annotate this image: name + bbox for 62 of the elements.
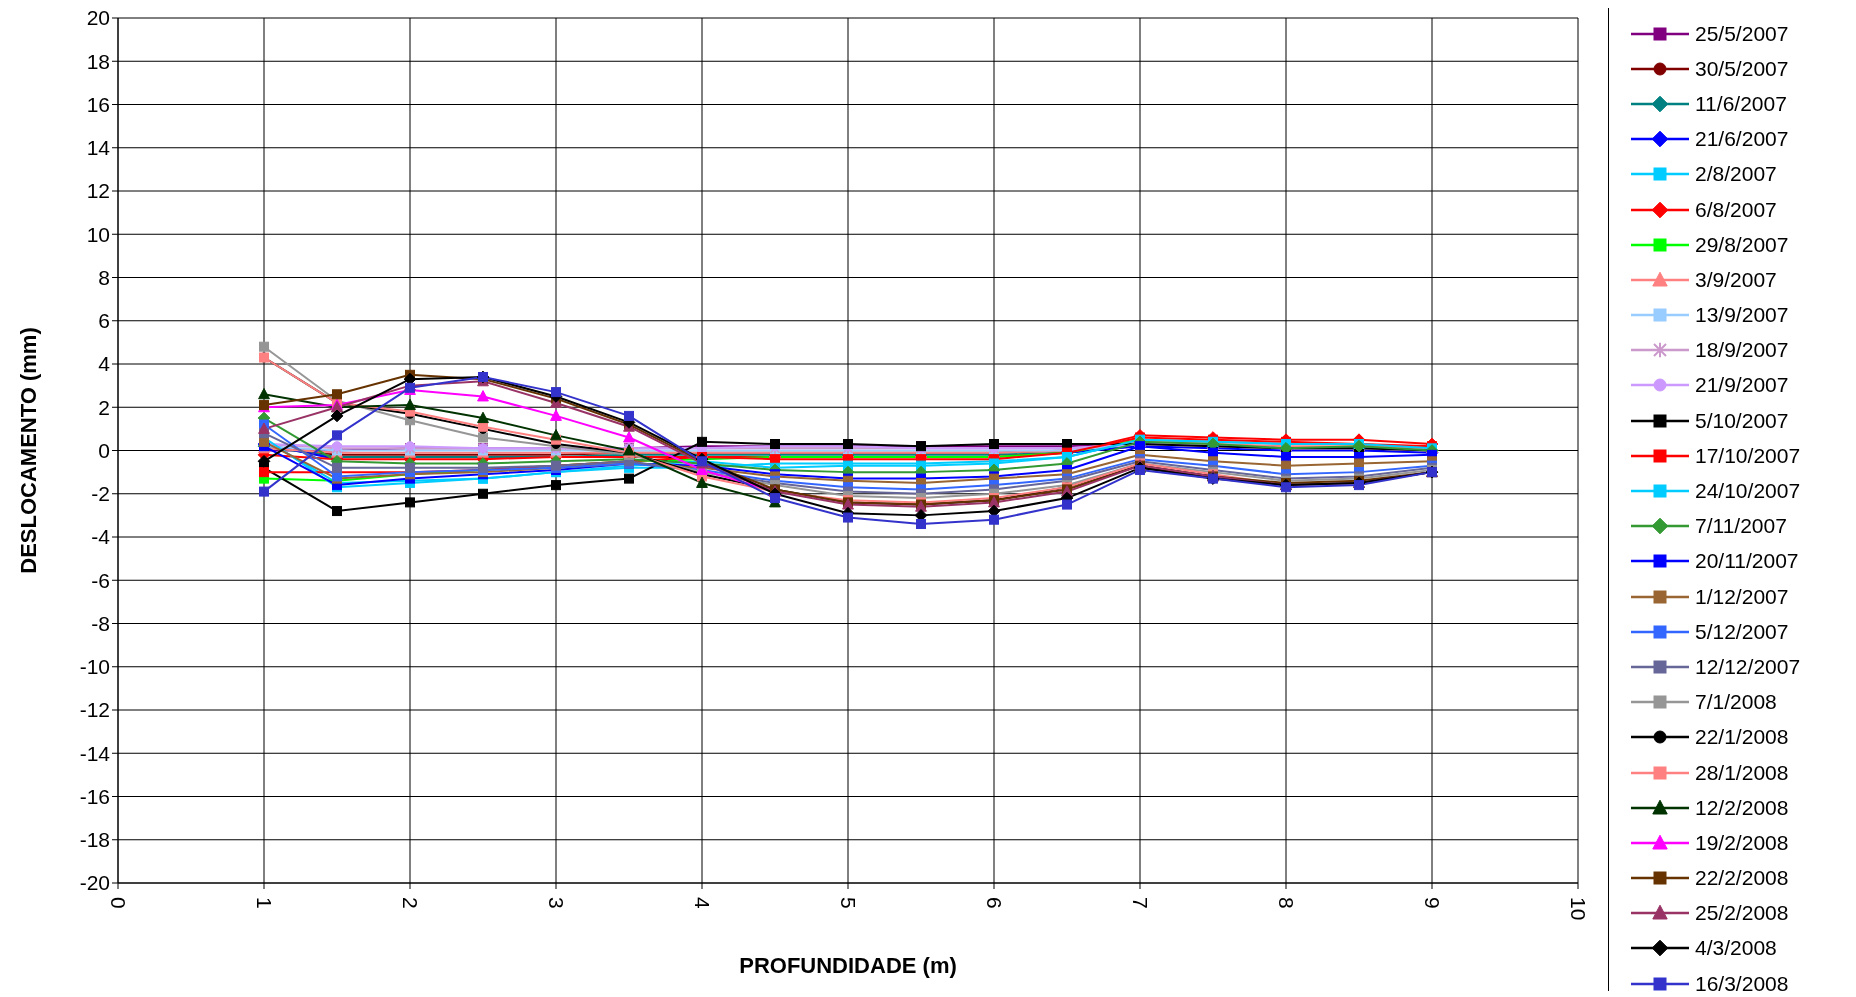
y-tick-label: -10 — [79, 655, 110, 679]
y-tick-label: -12 — [79, 698, 110, 722]
x-tick-label: 1 — [252, 897, 276, 909]
y-tick-label: 12 — [86, 179, 110, 203]
y-tick-label: -6 — [91, 568, 110, 592]
y-axis-title: DESLOCAMENTO (mm) — [15, 327, 41, 574]
y-tick-label: -14 — [79, 741, 111, 765]
y-tick-label: -8 — [91, 611, 110, 635]
y-tick-label: 4 — [98, 352, 111, 376]
legend-label: 4/3/2008 — [1695, 936, 1777, 961]
legend-label: 7/11/2007 — [1695, 514, 1787, 539]
y-tick-label: 14 — [86, 136, 111, 160]
legend-label: 7/1/2008 — [1695, 690, 1777, 715]
legend-label: 6/8/2007 — [1695, 197, 1777, 222]
legend-label: 5/10/2007 — [1695, 408, 1789, 433]
legend-label: 11/6/2007 — [1695, 91, 1787, 116]
x-tick-label: 3 — [544, 897, 568, 909]
x-tick-label: 0 — [106, 897, 130, 909]
x-tick-label: 5 — [836, 897, 860, 909]
x-tick-label: 7 — [1128, 897, 1152, 909]
legend-label: 3/9/2007 — [1695, 267, 1777, 292]
x-tick-label: 6 — [982, 897, 1006, 909]
y-tick-label: -16 — [79, 784, 110, 808]
legend-label: 22/2/2008 — [1695, 866, 1789, 891]
legend-label: 20/11/2007 — [1695, 549, 1799, 574]
x-tick-label: 4 — [690, 897, 714, 909]
legend-label: 18/9/2007 — [1695, 338, 1789, 363]
legend-label: 16/3/2008 — [1695, 971, 1789, 996]
legend-label: 28/1/2008 — [1695, 760, 1789, 785]
y-tick-label: 16 — [86, 92, 110, 116]
legend-label: 5/12/2007 — [1695, 619, 1789, 644]
x-tick-label: 10 — [1566, 897, 1590, 921]
y-tick-label: 0 — [98, 438, 110, 462]
legend-label: 25/2/2008 — [1695, 901, 1789, 926]
y-tick-label: -4 — [91, 525, 111, 549]
legend-label: 25/5/2007 — [1695, 21, 1789, 46]
legend-label: 17/10/2007 — [1695, 443, 1801, 468]
y-tick-label: -18 — [79, 828, 110, 852]
y-tick-label: 10 — [86, 222, 110, 246]
legend-label: 19/2/2008 — [1695, 830, 1789, 855]
y-tick-label: -2 — [91, 482, 110, 506]
y-tick-label: 6 — [98, 309, 110, 333]
x-tick-label: 2 — [398, 897, 422, 909]
legend-label: 1/12/2007 — [1695, 584, 1789, 609]
y-tick-label: 20 — [86, 6, 110, 30]
legend-label: 30/5/2007 — [1695, 56, 1789, 81]
y-tick-label: 18 — [86, 49, 110, 73]
y-tick-label: 8 — [98, 265, 110, 289]
legend-label: 24/10/2007 — [1695, 479, 1801, 504]
legend-label: 12/2/2008 — [1695, 795, 1789, 820]
x-tick-label: 9 — [1420, 897, 1444, 909]
legend-label: 22/1/2008 — [1695, 725, 1789, 750]
legend-label: 21/9/2007 — [1695, 373, 1789, 398]
y-tick-label: -20 — [79, 871, 110, 895]
legend-label: 2/8/2007 — [1695, 162, 1777, 187]
legend-label: 12/12/2007 — [1695, 654, 1801, 679]
legend-label: 21/6/2007 — [1695, 127, 1789, 152]
legend-label: 29/8/2007 — [1695, 232, 1789, 257]
x-tick-label: 8 — [1274, 897, 1298, 909]
legend-label: 13/9/2007 — [1695, 303, 1789, 328]
y-tick-label: 2 — [98, 395, 110, 419]
x-axis-title: PROFUNDIDADE (m) — [739, 953, 957, 978]
